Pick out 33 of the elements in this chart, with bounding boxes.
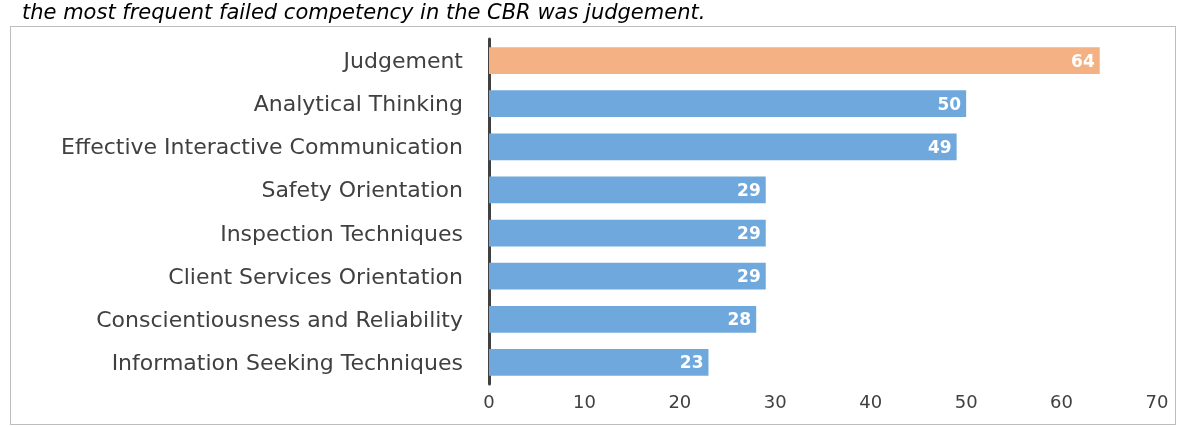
y-tick-label: Safety Orientation	[261, 177, 463, 203]
y-tick-label: Effective Interactive Communication	[61, 134, 463, 160]
bar	[489, 133, 957, 161]
y-tick-label: Client Services Orientation	[168, 263, 463, 289]
data-label: 28	[727, 309, 752, 330]
bar	[489, 305, 757, 333]
y-tick-label: Information Seeking Techniques	[111, 349, 463, 375]
bar	[489, 262, 766, 290]
x-tick-label: 0	[483, 390, 495, 412]
y-tick-label: Judgement	[341, 48, 464, 74]
x-tick-label: 30	[763, 390, 787, 412]
x-tick-label: 10	[572, 390, 596, 412]
data-label: 49	[927, 136, 952, 157]
x-tick-label: 20	[668, 390, 692, 412]
bar	[489, 90, 967, 118]
y-tick-label: Analytical Thinking	[253, 91, 463, 117]
data-label: 29	[737, 266, 761, 287]
bar	[489, 176, 766, 204]
y-tick-label: Conscientiousness and Reliability	[96, 306, 463, 332]
x-tick-label: 50	[954, 390, 978, 412]
data-label: 50	[937, 93, 962, 114]
x-tick-label: 70	[1145, 390, 1169, 412]
data-label: 64	[1071, 50, 1095, 71]
data-label: 29	[737, 223, 761, 244]
chart-title: the most frequent failed competency in the CBR was judgement.	[22, 0, 706, 24]
y-tick-label: Inspection Techniques	[220, 220, 463, 246]
bar	[489, 219, 766, 247]
bar	[489, 349, 709, 376]
data-label: 29	[737, 179, 761, 200]
data-label: 23	[679, 352, 704, 373]
x-tick-label: 40	[859, 390, 883, 412]
x-tick-label: 60	[1050, 390, 1074, 412]
bar	[489, 47, 1100, 74]
